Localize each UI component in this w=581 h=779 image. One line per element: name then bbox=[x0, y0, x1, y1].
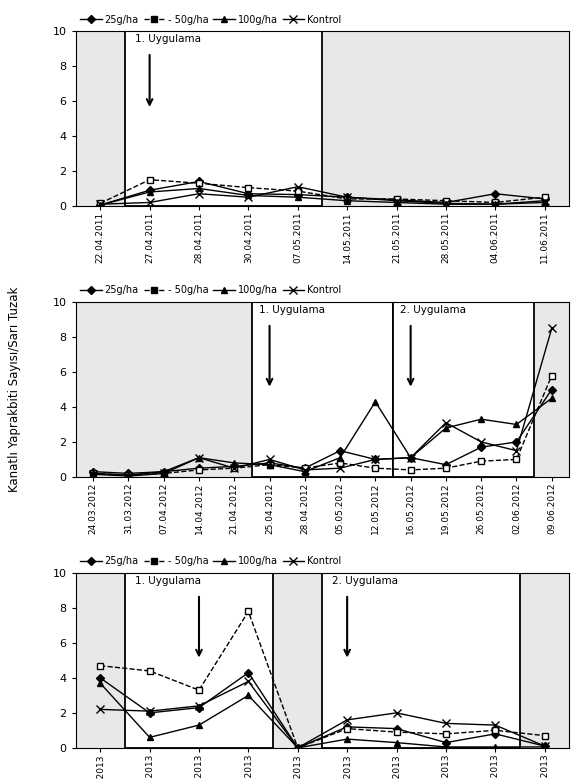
Text: Kanatlı Yaprakbiti Sayısı/Sarı Tuzak: Kanatlı Yaprakbiti Sayısı/Sarı Tuzak bbox=[8, 287, 21, 492]
Text: 1. Uygulama: 1. Uygulama bbox=[135, 576, 201, 586]
Text: 1. Uygulama: 1. Uygulama bbox=[259, 305, 325, 315]
Text: 2. Uygulama: 2. Uygulama bbox=[332, 576, 399, 586]
Bar bbox=[125, 31, 322, 206]
Bar bbox=[393, 302, 534, 477]
Bar bbox=[322, 573, 520, 748]
Text: 2. Uygulama: 2. Uygulama bbox=[400, 305, 466, 315]
Legend: 25g/ha, - 50g/ha, 100g/ha, Kontrol: 25g/ha, - 50g/ha, 100g/ha, Kontrol bbox=[80, 556, 341, 566]
Legend: 25g/ha, - 50g/ha, 100g/ha, Kontrol: 25g/ha, - 50g/ha, 100g/ha, Kontrol bbox=[80, 285, 341, 295]
Bar bbox=[125, 573, 273, 748]
Text: 1. Uygulama: 1. Uygulama bbox=[135, 34, 201, 44]
Legend: 25g/ha, - 50g/ha, 100g/ha, Kontrol: 25g/ha, - 50g/ha, 100g/ha, Kontrol bbox=[80, 15, 341, 25]
Bar bbox=[252, 302, 393, 477]
